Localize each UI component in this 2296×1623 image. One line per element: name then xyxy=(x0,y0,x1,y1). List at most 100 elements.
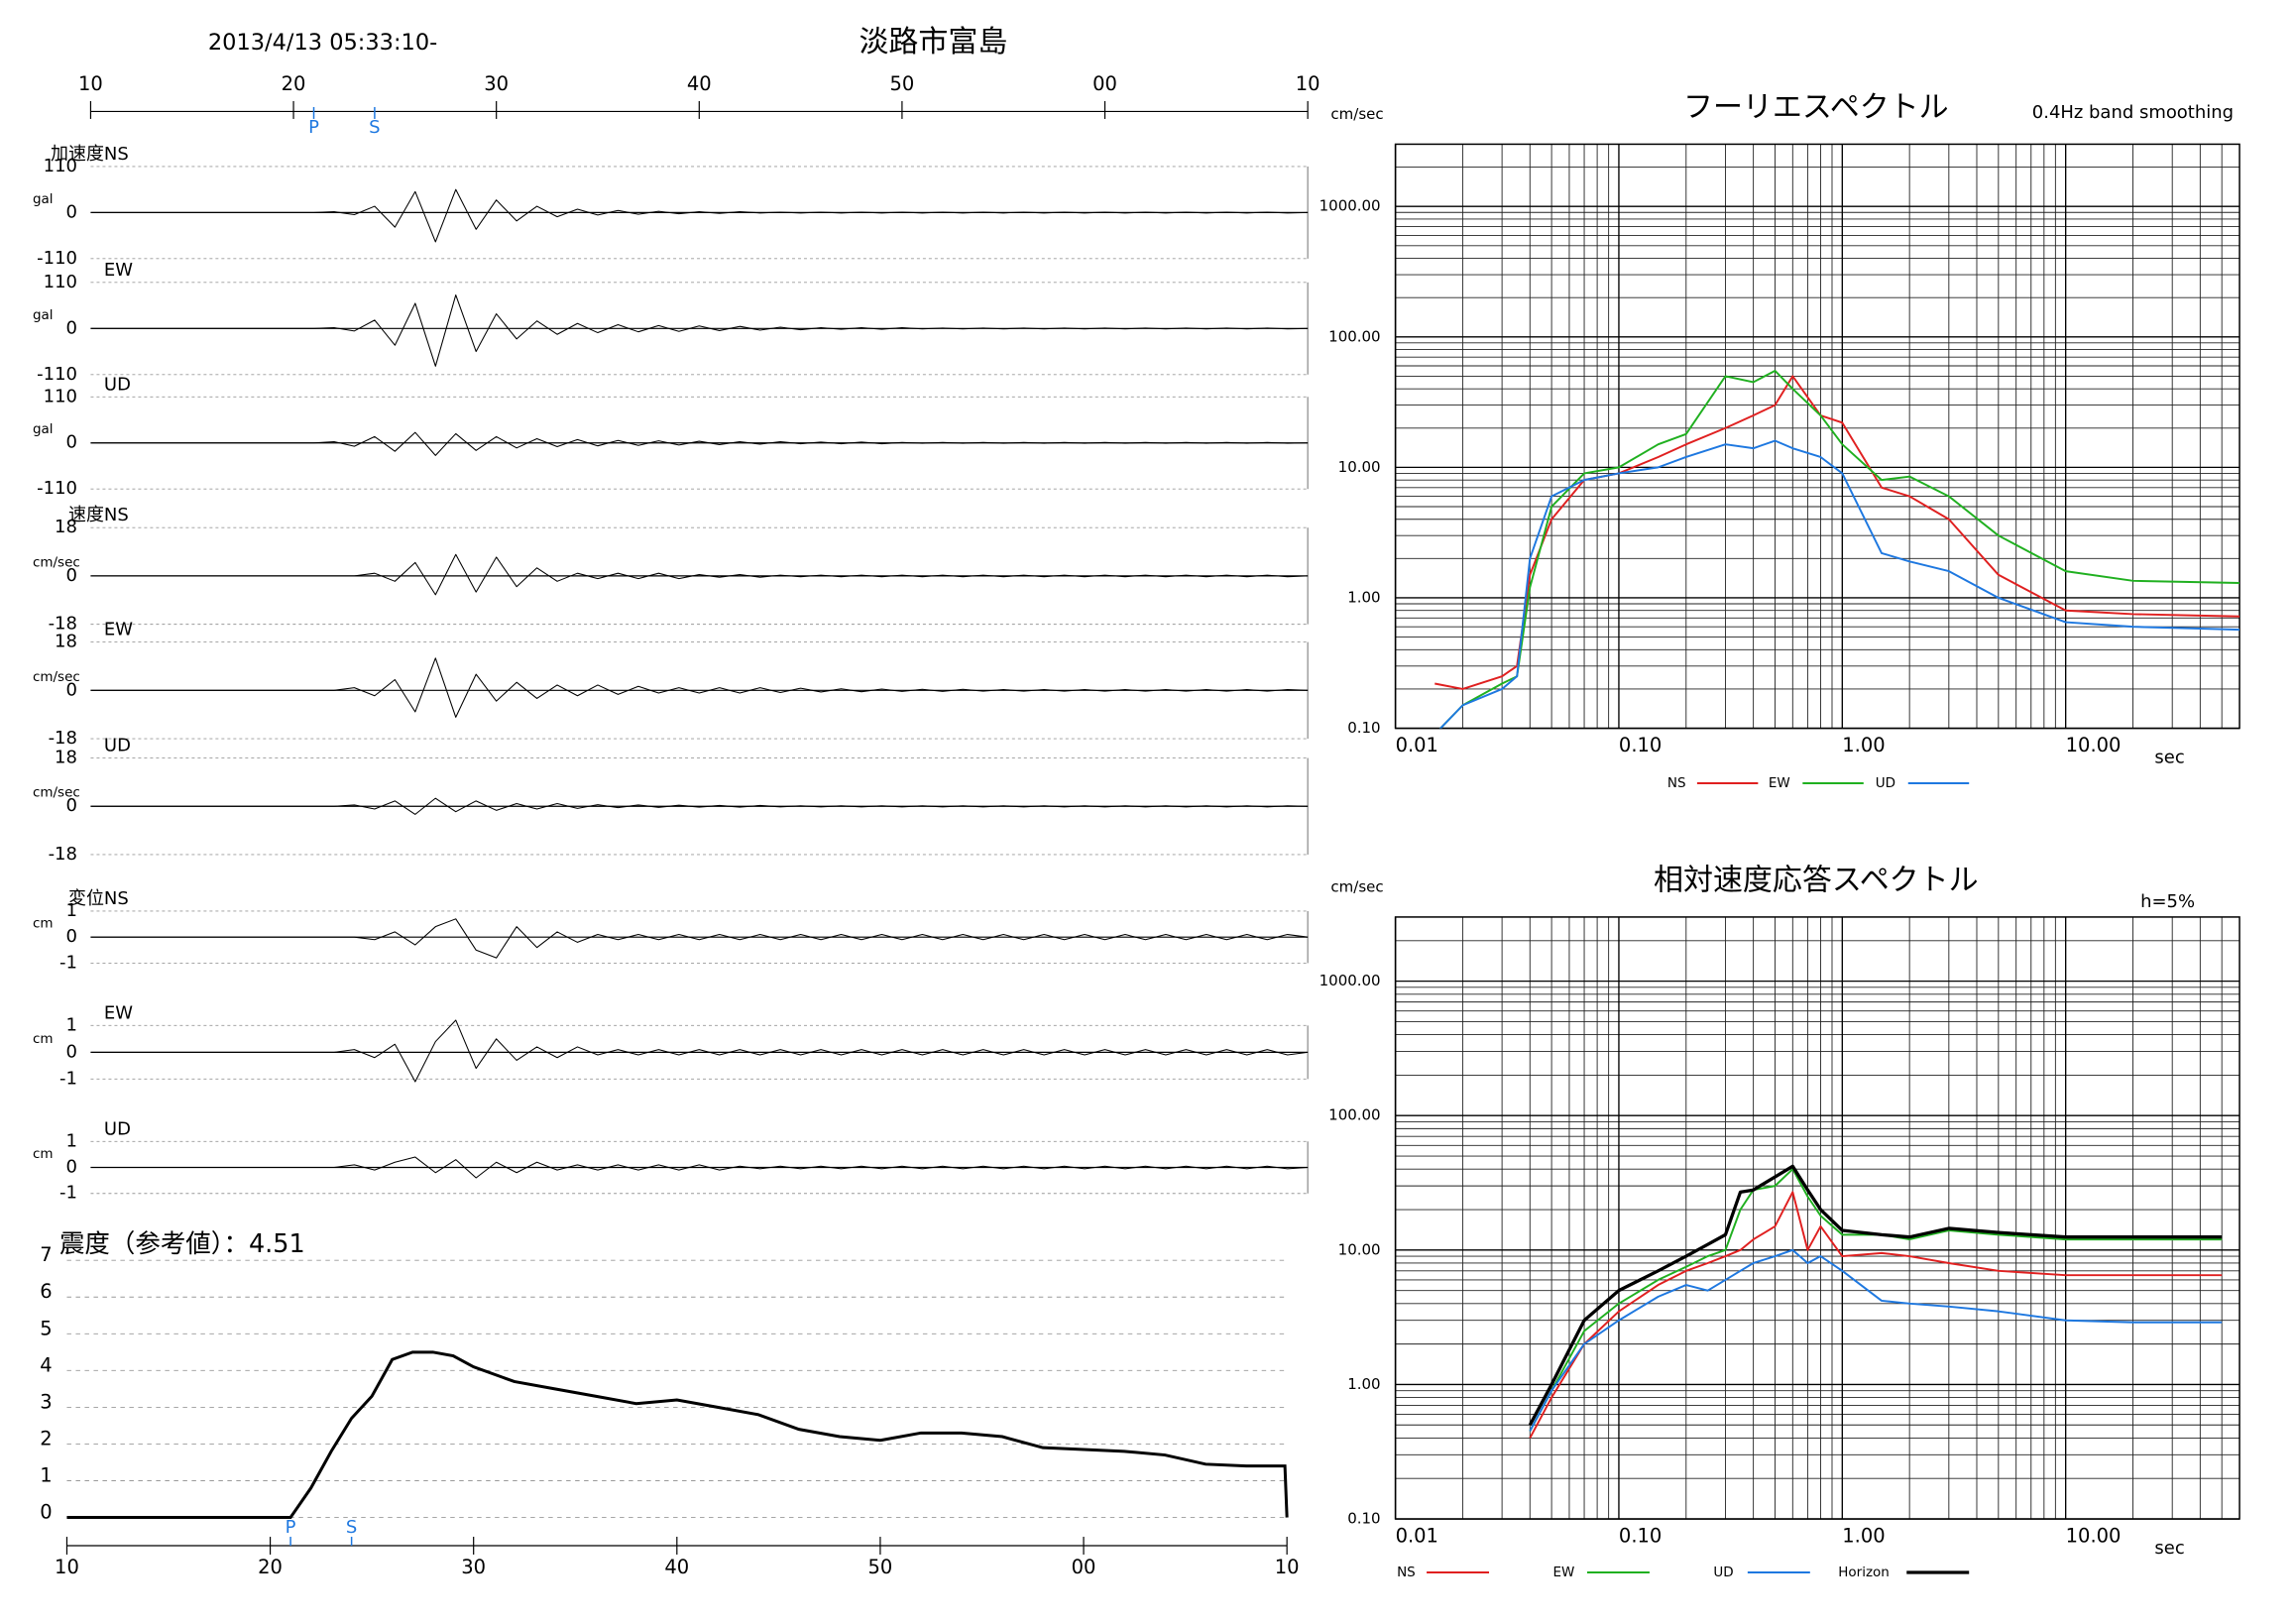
x-tick-label: 00 xyxy=(1092,72,1117,95)
waveform xyxy=(90,657,1309,718)
y-axis-label: cm/sec xyxy=(1330,877,1383,895)
group-label: 速度 xyxy=(68,505,104,525)
spectrum-line xyxy=(1438,439,2240,729)
legend-label: NS xyxy=(1397,1565,1416,1580)
y-tick-label: 0.10 xyxy=(1347,719,1380,737)
spectrum-line xyxy=(1438,369,2240,729)
x-tick-label: 1.00 xyxy=(1842,734,1885,756)
y-tick-label: 1 xyxy=(40,1463,52,1486)
y-tick-label: 110 xyxy=(44,156,77,176)
component-label: UD xyxy=(104,374,131,395)
legend-label: EW xyxy=(1552,1565,1574,1580)
phase-label: P xyxy=(308,117,319,138)
station-title: 淡路市富島 xyxy=(859,25,1007,59)
waveform xyxy=(90,1019,1309,1083)
chart-subtitle: h=5% xyxy=(2140,891,2195,912)
x-tick-label: 10.00 xyxy=(2066,1525,2122,1548)
y-tick-label: 110 xyxy=(44,386,77,406)
unit-label: cm/sec xyxy=(33,785,80,801)
y-tick-label: 0 xyxy=(66,432,77,453)
legend-label: UD xyxy=(1713,1565,1733,1580)
x-tick-label: 10 xyxy=(1275,1556,1300,1578)
y-tick-label: 10.00 xyxy=(1338,458,1381,476)
legend-label: Horizon xyxy=(1838,1565,1890,1580)
x-tick-label: 10.00 xyxy=(2066,734,2122,756)
x-tick-label: 10 xyxy=(1296,72,1320,95)
y-tick-label: 0.10 xyxy=(1347,1510,1380,1528)
y-tick-label: -110 xyxy=(37,478,77,499)
y-tick-label: 1 xyxy=(66,1130,77,1151)
x-tick-label: 50 xyxy=(868,1556,893,1578)
y-tick-label: -18 xyxy=(49,844,77,865)
legend-label: NS xyxy=(1667,775,1686,791)
x-tick-label: 40 xyxy=(687,72,712,95)
y-tick-label: 0 xyxy=(66,565,77,586)
intensity-line xyxy=(66,1350,1289,1520)
legend-label: EW xyxy=(1769,775,1790,791)
x-tick-label: 0.01 xyxy=(1396,734,1438,756)
waveform xyxy=(90,553,1309,596)
group-label: 加速度 xyxy=(51,144,104,165)
y-tick-label: -1 xyxy=(59,1068,77,1089)
y-tick-label: 0 xyxy=(66,926,77,947)
unit-label: gal xyxy=(33,421,54,437)
x-axis-label: sec xyxy=(2154,1538,2184,1559)
y-tick-label: 1.00 xyxy=(1347,1375,1380,1393)
y-tick-label: -1 xyxy=(59,952,77,973)
y-tick-label: 2 xyxy=(40,1427,52,1449)
spectrum-line xyxy=(1529,1248,2223,1432)
y-tick-label: -1 xyxy=(59,1183,77,1204)
x-tick-label: 10 xyxy=(55,1556,79,1578)
y-tick-label: 0 xyxy=(66,795,77,816)
x-tick-label: 40 xyxy=(664,1556,689,1578)
unit-label: gal xyxy=(33,191,54,207)
x-tick-label: 0.10 xyxy=(1619,1525,1662,1548)
phase-label: S xyxy=(369,117,380,138)
y-tick-label: 0 xyxy=(66,1157,77,1178)
record-time: 2013/4/13 05:33:10- xyxy=(208,30,437,56)
y-tick-label: -18 xyxy=(49,614,77,635)
x-axis-label: sec xyxy=(2154,748,2184,768)
y-tick-label: 0 xyxy=(66,201,77,222)
y-tick-label: 0 xyxy=(66,1041,77,1062)
x-tick-label: 10 xyxy=(78,72,103,95)
waveform xyxy=(90,188,1309,243)
x-tick-label: 30 xyxy=(484,72,509,95)
plot-frame xyxy=(1394,143,2240,730)
y-tick-label: 3 xyxy=(40,1390,52,1413)
spectrum-line xyxy=(1529,1168,2223,1432)
component-label: UD xyxy=(104,736,131,756)
y-tick-label: 4 xyxy=(40,1353,52,1376)
y-tick-label: 100.00 xyxy=(1328,1106,1380,1124)
waveform xyxy=(90,293,1309,367)
y-tick-label: 0 xyxy=(40,1501,52,1524)
y-tick-label: 18 xyxy=(55,748,77,768)
x-tick-label: 0.10 xyxy=(1619,734,1662,756)
y-tick-label: 1.00 xyxy=(1347,588,1380,606)
intensity-title: 震度（参考値）：4.51 xyxy=(59,1229,305,1259)
x-tick-label: 1.00 xyxy=(1842,1525,1885,1548)
y-axis-label: cm/sec xyxy=(1330,105,1383,123)
unit-label: cm xyxy=(33,1031,54,1047)
y-tick-label: 10.00 xyxy=(1338,1240,1381,1258)
y-tick-label: -110 xyxy=(37,248,77,269)
chart-title: 相対速度応答スペクトル xyxy=(1654,863,1979,897)
y-tick-label: 1000.00 xyxy=(1320,197,1381,215)
y-tick-label: 1 xyxy=(66,900,77,921)
y-tick-label: -110 xyxy=(37,364,77,385)
y-tick-label: 110 xyxy=(44,272,77,292)
y-tick-label: 18 xyxy=(55,517,77,537)
unit-label: cm xyxy=(33,1146,54,1162)
phase-label: S xyxy=(346,1517,357,1538)
chart-subtitle: 0.4Hz band smoothing xyxy=(2032,102,2234,123)
component-label: NS xyxy=(104,505,129,525)
component-label: EW xyxy=(104,260,133,281)
waveform xyxy=(90,797,1309,815)
x-tick-label: 30 xyxy=(461,1556,486,1578)
waveform xyxy=(90,918,1309,959)
y-tick-label: 100.00 xyxy=(1328,327,1380,345)
phase-label: P xyxy=(286,1517,296,1538)
spectrum-line xyxy=(1529,1191,2223,1439)
y-tick-label: 6 xyxy=(40,1280,52,1303)
